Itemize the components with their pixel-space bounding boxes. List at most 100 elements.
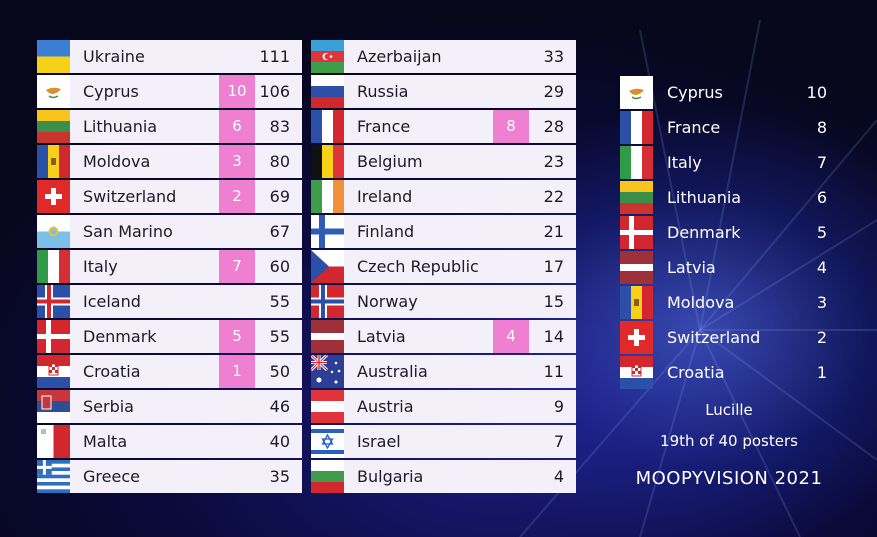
total-score: 35: [269, 467, 290, 486]
total-score: 29: [543, 82, 564, 101]
scoreboard-row: France 8 28: [311, 110, 576, 143]
scoreboard-row: San Marino 67: [37, 215, 302, 248]
country-name: Serbia: [83, 397, 134, 416]
country-name: Belgium: [357, 152, 423, 171]
total-score: 111: [259, 47, 290, 66]
croatia-flag-icon: [620, 356, 653, 389]
country-name: Israel: [357, 432, 401, 451]
total-score: 55: [269, 292, 290, 311]
country-name: Russia: [357, 82, 409, 101]
scoreboard-row: Italy 7 60: [37, 250, 302, 283]
total-score: 14: [543, 327, 564, 346]
country-name: Denmark: [83, 327, 157, 346]
country-name: Moldova: [83, 152, 151, 171]
total-score: 21: [543, 222, 564, 241]
country-name: Ireland: [357, 187, 413, 206]
italy-flag-icon: [620, 146, 653, 179]
vote-points: 4: [816, 258, 827, 277]
malta-flag-icon: [37, 425, 70, 458]
country-name: France: [357, 117, 411, 136]
vote-points: 10: [806, 83, 827, 102]
latvia-flag-icon: [620, 251, 653, 284]
scoreboard-row: Malta 40: [37, 425, 302, 458]
denmark-flag-icon: [620, 216, 653, 249]
scoreboard-row: Belgium 23: [311, 145, 576, 178]
country-name: Ukraine: [83, 47, 145, 66]
vote-row: Denmark 5: [620, 216, 835, 249]
scoreboard-row: Ireland 22: [311, 180, 576, 213]
scoreboard-row: Lithuania 6 83: [37, 110, 302, 143]
france-flag-icon: [311, 110, 344, 143]
country-name: Iceland: [83, 292, 141, 311]
bulgaria-flag-icon: [311, 460, 344, 493]
voter-rank: 19th of 40 posters: [660, 432, 798, 450]
total-score: 55: [269, 327, 290, 346]
total-score: 17: [543, 257, 564, 276]
vote-country-name: Cyprus: [667, 83, 723, 102]
israel-flag-icon: [311, 425, 344, 458]
total-score: 23: [543, 152, 564, 171]
cyprus-flag-icon: [37, 75, 70, 108]
scoreboard-row: Norway 15: [311, 285, 576, 318]
vote-points: 5: [816, 223, 827, 242]
vote-points: 6: [816, 188, 827, 207]
moldova-flag-icon: [37, 145, 70, 178]
points-given-badge: 7: [219, 250, 255, 283]
vote-country-name: France: [667, 118, 721, 137]
country-name: Finland: [357, 222, 415, 241]
country-name: Bulgaria: [357, 467, 424, 486]
france-flag-icon: [620, 111, 653, 144]
vote-country-name: Italy: [667, 153, 702, 172]
scoreboard-row: Israel 7: [311, 425, 576, 458]
total-score: 67: [269, 222, 290, 241]
vote-country-name: Denmark: [667, 223, 741, 242]
czech-flag-icon: [311, 250, 344, 283]
greece-flag-icon: [37, 460, 70, 493]
country-name: Australia: [357, 362, 428, 381]
norway-flag-icon: [311, 285, 344, 318]
lithuania-flag-icon: [620, 181, 653, 214]
scoreboard-row: Austria 9: [311, 390, 576, 423]
vote-row: Croatia 1: [620, 356, 835, 389]
vote-row: Cyprus 10: [620, 76, 835, 109]
total-score: 4: [553, 467, 564, 486]
lithuania-flag-icon: [37, 110, 70, 143]
vote-points: 2: [816, 328, 827, 347]
cyprus-flag-icon: [620, 76, 653, 109]
total-score: 11: [543, 362, 564, 381]
points-given-badge: 10: [219, 75, 255, 108]
vote-points: 1: [816, 363, 827, 382]
vote-row: Lithuania 6: [620, 181, 835, 214]
vote-row: Italy 7: [620, 146, 835, 179]
vote-points: 7: [816, 153, 827, 172]
total-score: 15: [543, 292, 564, 311]
country-name: Malta: [83, 432, 128, 451]
scoreboard-left-column: Ukraine 111 Cyprus 10 106 Lithuania 6 83 Moldova…: [37, 40, 302, 495]
australia-flag-icon: [311, 355, 344, 388]
vote-country-name: Croatia: [667, 363, 725, 382]
scoreboard-row: Serbia 46: [37, 390, 302, 423]
total-score: 40: [269, 432, 290, 451]
country-name: Norway: [357, 292, 418, 311]
country-name: San Marino: [83, 222, 173, 241]
switzerland-flag-icon: [620, 321, 653, 354]
total-score: 106: [259, 82, 290, 101]
belgium-flag-icon: [311, 145, 344, 178]
total-score: 83: [269, 117, 290, 136]
country-name: Latvia: [357, 327, 406, 346]
scoreboard-row: Denmark 5 55: [37, 320, 302, 353]
san-marino-flag-icon: [37, 215, 70, 248]
scoreboard-row: Russia 29: [311, 75, 576, 108]
points-given-badge: 2: [219, 180, 255, 213]
points-given-badge: 1: [219, 355, 255, 388]
ukraine-flag-icon: [37, 40, 70, 73]
russia-flag-icon: [311, 75, 344, 108]
points-given-badge: 6: [219, 110, 255, 143]
total-score: 60: [269, 257, 290, 276]
scoreboard-right-column: Azerbaijan 33 Russia 29 France 8 28 Belgium 23 Ir…: [311, 40, 576, 495]
total-score: 33: [543, 47, 564, 66]
country-name: Lithuania: [83, 117, 158, 136]
latvia-flag-icon: [311, 320, 344, 353]
points-given-badge: 3: [219, 145, 255, 178]
country-name: Switzerland: [83, 187, 177, 206]
